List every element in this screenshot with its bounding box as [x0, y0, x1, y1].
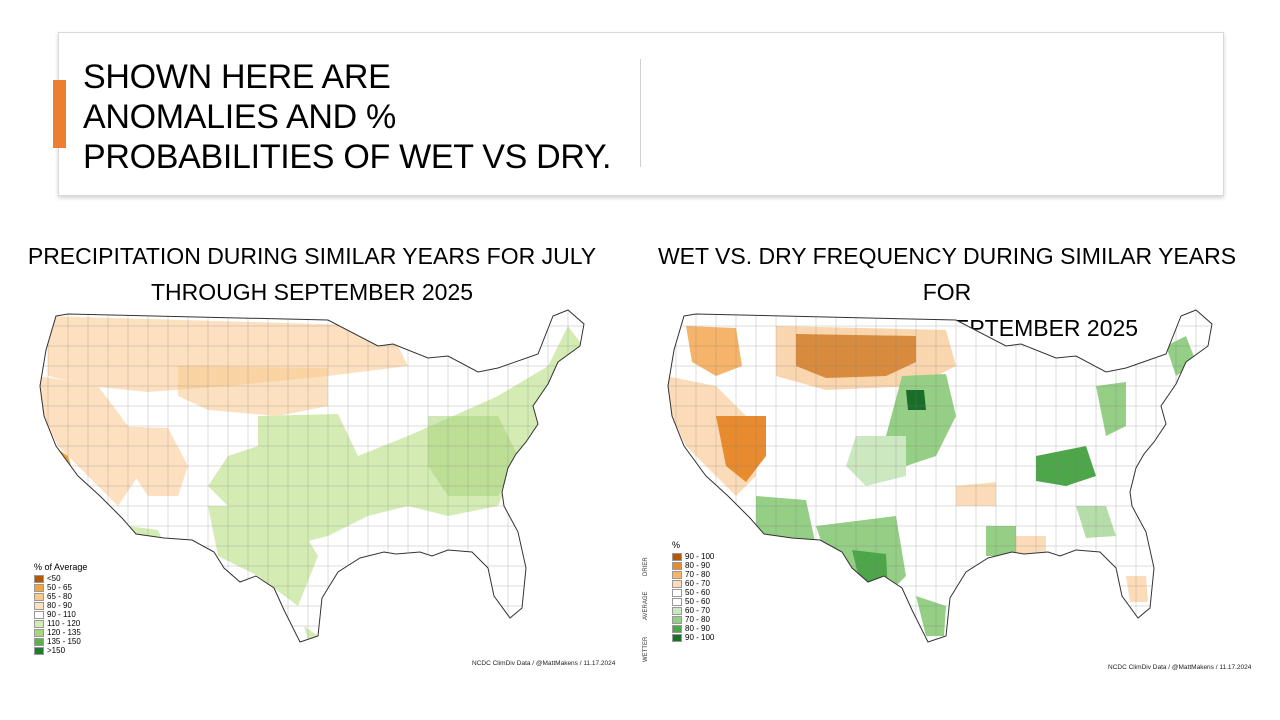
legend-item: 80 - 90	[672, 624, 714, 633]
legend-item: 90 - 100	[672, 633, 714, 642]
legend-label: 60 - 70	[685, 606, 710, 615]
left-heading-line-2: THROUGH SEPTEMBER 2025	[150, 279, 474, 305]
slide-title-line-2: ANOMALIES AND %	[83, 98, 396, 136]
legend-label: 90 - 100	[685, 633, 715, 642]
legend-item: 50 - 60	[672, 597, 714, 606]
legend-swatch	[34, 637, 44, 646]
legend-side-drier: DRIER	[643, 557, 649, 576]
legend-item: 90 - 110	[34, 610, 87, 619]
legend-item: 60 - 70	[672, 606, 714, 615]
precipitation-map-svg	[39, 309, 585, 643]
legend-label: 135 - 150	[47, 637, 81, 646]
accent-bar	[53, 80, 66, 148]
legend-swatch	[34, 610, 44, 619]
legend-label: 80 - 90	[685, 624, 710, 633]
legend-swatch	[34, 619, 44, 628]
legend-swatch	[672, 570, 682, 579]
slide-title-line-1: SHOWN HERE ARE	[83, 58, 391, 96]
legend-swatch	[672, 597, 682, 606]
legend-item: 110 - 120	[34, 619, 87, 628]
legend-item: 80 - 90	[34, 601, 87, 610]
legend-label: 70 - 80	[685, 615, 710, 624]
precipitation-legend: % of Average <50 50 - 65 65 - 80 80 - 90 90 …	[34, 563, 87, 655]
legend-label: 65 - 80	[47, 592, 72, 601]
legend-swatch	[672, 588, 682, 597]
right-heading-line-1: WET VS. DRY FREQUENCY DURING SIMILAR YEA…	[657, 243, 1237, 305]
slide-title-line-3: PROBABILITIES OF WET VS DRY.	[83, 138, 612, 176]
slide-title[interactable]: SHOWN HERE ARE ANOMALIES AND % PROBABILI…	[83, 57, 623, 177]
legend-swatch	[672, 615, 682, 624]
legend-label: 70 - 80	[685, 570, 710, 579]
legend-swatch	[34, 583, 44, 592]
legend-swatch	[34, 601, 44, 610]
legend-item: 120 - 135	[34, 628, 87, 637]
legend-label: 60 - 70	[685, 579, 710, 588]
legend-item: 80 - 90	[672, 561, 714, 570]
title-card: SHOWN HERE ARE ANOMALIES AND % PROBABILI…	[53, 32, 1224, 196]
legend-item: >150	[34, 646, 87, 655]
legend-swatch	[672, 633, 682, 642]
wet-dry-legend: % 90 - 100 80 - 90 70 - 80 60 - 70 50 - 60 50…	[672, 541, 714, 642]
legend-swatch	[672, 552, 682, 561]
card-divider	[640, 59, 641, 167]
legend-label: >150	[47, 646, 66, 655]
legend-title: % of Average	[34, 562, 88, 572]
legend-label: 50 - 60	[685, 597, 710, 606]
legend-swatch	[672, 579, 682, 588]
legend-label: 90 - 100	[685, 552, 715, 561]
legend-swatch	[34, 592, 44, 601]
wet-dry-map-svg	[667, 309, 1213, 643]
legend-label: 120 - 135	[47, 628, 81, 637]
legend-side-average: AVERAGE	[643, 591, 649, 620]
legend-label: 80 - 90	[685, 561, 710, 570]
left-map-heading[interactable]: PRECIPITATION DURING SIMILAR YEARS FOR J…	[4, 238, 620, 310]
legend-label: 90 - 110	[47, 610, 76, 619]
legend-item: 65 - 80	[34, 592, 87, 601]
legend-item: 50 - 60	[672, 588, 714, 597]
legend-item: 70 - 80	[672, 615, 714, 624]
legend-swatch	[672, 606, 682, 615]
legend-swatch	[672, 624, 682, 633]
legend-label: 80 - 90	[47, 601, 72, 610]
legend-side-wetter: WETTER	[643, 636, 649, 662]
legend-swatch	[34, 628, 44, 637]
right-map-credit: NCDC ClimDiv Data / @MattMakens / 11.17.…	[1108, 664, 1252, 671]
legend-item: 60 - 70	[672, 579, 714, 588]
wet-dry-frequency-map[interactable]	[656, 306, 1252, 668]
legend-label: 50 - 60	[685, 588, 710, 597]
left-map-credit: NCDC ClimDiv Data / @MattMakens / 11.17.…	[472, 660, 616, 667]
legend-item: 50 - 65	[34, 583, 87, 592]
legend-swatch	[672, 561, 682, 570]
legend-title: %	[672, 540, 681, 550]
legend-item: 70 - 80	[672, 570, 714, 579]
legend-item: 90 - 100	[672, 552, 714, 561]
legend-label: 110 - 120	[47, 619, 81, 628]
legend-item: 135 - 150	[34, 637, 87, 646]
precipitation-map[interactable]	[28, 306, 624, 668]
legend-swatch	[34, 646, 44, 655]
legend-swatch	[34, 574, 44, 583]
left-heading-line-1: PRECIPITATION DURING SIMILAR YEARS FOR J…	[27, 243, 597, 269]
legend-label: 50 - 65	[47, 583, 72, 592]
legend-item: <50	[34, 574, 87, 583]
legend-label: <50	[47, 574, 61, 583]
